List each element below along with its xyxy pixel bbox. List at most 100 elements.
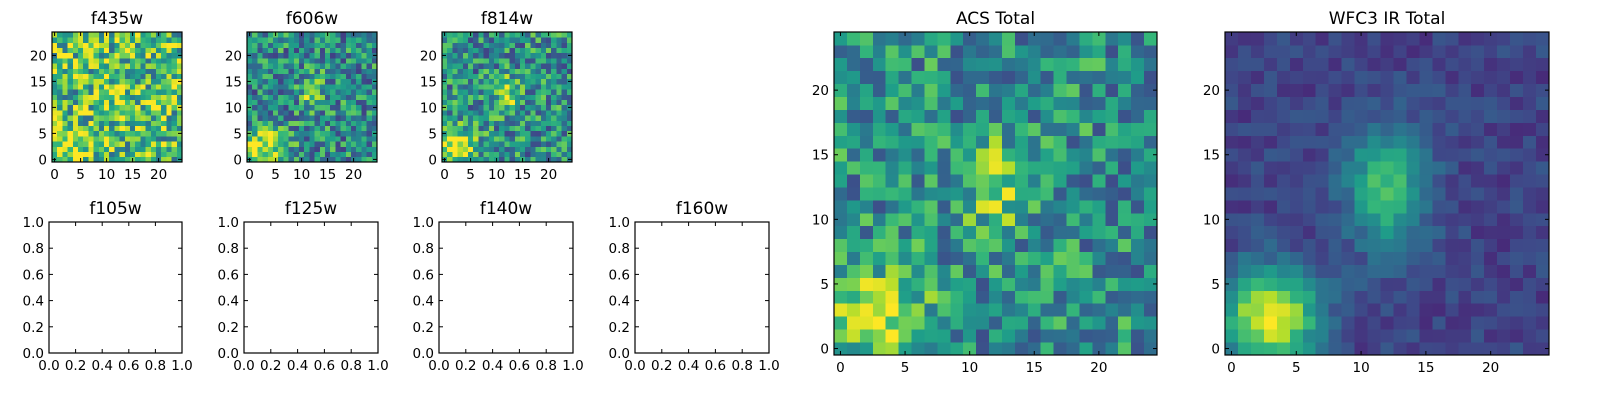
f435w-cell [161,104,167,111]
f814w-cell [509,68,516,74]
f606w-cell [314,63,321,69]
f435w-cell [130,68,136,74]
f814w-cell [457,104,464,111]
acs-total-cell [950,316,964,330]
f814w-xtick-label: 20 [540,167,557,183]
f435w-cell [135,63,141,69]
f606w-cell [267,156,274,163]
wfc3-ir-total-cell [1510,251,1524,265]
wfc3-ir-total-cell [1289,161,1304,175]
f814w-cell [525,84,531,90]
acs-total-cell [989,329,1003,343]
f435w-cell [57,156,63,163]
f435w-cell [140,115,146,121]
f814w-cell [561,63,568,69]
acs-total-cell [950,135,964,149]
f814w-cell [468,110,474,116]
f435w-cell [161,146,167,152]
f435w-cell [161,130,167,137]
f814w-cell [478,115,484,121]
f814w-cell [540,141,547,147]
wfc3-ir-total-cell [1484,238,1498,253]
wfc3-ir-total-cell [1510,329,1524,343]
f814w-cell [447,52,453,59]
acs-total-cell [963,57,977,72]
wfc3-ir-total-cell [1393,277,1407,291]
f814w-cell [494,141,500,147]
f606w-cell [288,84,295,90]
f814w-cell [535,73,542,80]
acs-total-cell [911,83,925,97]
acs-total-cell [1092,238,1106,253]
acs-total-cell [989,316,1003,330]
acs-total-cell [924,238,938,253]
acs-total-cell [1014,161,1029,175]
wfc3-ir-total-cell [1302,290,1317,304]
f814w-cell [509,146,516,152]
acs-total-cell [1066,161,1080,175]
f435w-cell [72,89,79,95]
acs-total-cell [963,303,977,317]
wfc3-ir-total-cell [1432,212,1446,227]
acs-total-cell [834,290,848,304]
f814w-cell [468,104,474,111]
wfc3-ir-total-cell [1263,187,1278,201]
wfc3-ir-total-cell [1523,161,1537,175]
acs-total-cell [1144,122,1158,136]
wfc3-ir-total-cell [1380,122,1394,136]
f606w-cell [299,136,305,142]
f435w-cell [104,94,110,100]
f814w-cell [509,94,516,100]
f814w-cell [473,141,479,147]
f435w-cell [176,58,183,64]
f814w-cell [561,110,568,116]
f606w-cell [371,37,378,43]
f606w-cell [267,58,274,64]
f435w-cell [93,125,100,132]
acs-total-cell [872,329,887,343]
f606w-cell [325,151,331,158]
f814w-cell [494,125,500,132]
f814w-cell [468,94,474,100]
wfc3-ir-total-cell [1250,212,1265,227]
acs-total-cell [989,135,1003,149]
f435w-cell [83,84,89,90]
f435w-cell [156,47,162,54]
f435w-cell [109,58,115,64]
f435w-cell [150,58,157,64]
acs-total-cell [859,342,874,356]
wfc3-ir-total-cell [1419,135,1433,149]
f435w-cell [67,146,74,152]
f606w-cell [319,130,326,137]
wfc3-ir-total-cell [1484,329,1498,343]
f606w-cell [267,73,274,80]
acs-total-cell [872,32,887,46]
wfc3-ir-total-xtick-label: 0 [1227,360,1236,376]
f435w-cell [140,37,146,43]
acs-total-cell [963,225,977,240]
f814w-cell [504,37,510,43]
acs-total-cell [1001,212,1016,227]
acs-total-cell [1118,187,1132,201]
acs-total-cell [1001,277,1016,291]
f606w-cell [247,110,253,116]
f435w-cell [140,89,146,95]
acs-total-cell [963,316,977,330]
f606w-cell [288,156,295,163]
f814w-cell [488,99,495,106]
acs-total-cell [1040,109,1055,123]
f814w-cell [457,110,464,116]
acs-total-cell [1144,135,1158,149]
f814w-cell [452,78,458,85]
acs-total-cell [846,199,861,214]
f606w-cell [309,136,315,142]
f435w-cell [130,151,136,158]
acs-total-cell [885,238,899,253]
f606w-cell [288,110,295,116]
f435w-cell [67,73,74,80]
f606w-cell [299,115,305,121]
acs-total-cell [1001,161,1016,175]
f606w-cell [345,78,352,85]
f140w-xtick-label: 0.6 [509,358,530,374]
f814w-cell [499,104,505,111]
